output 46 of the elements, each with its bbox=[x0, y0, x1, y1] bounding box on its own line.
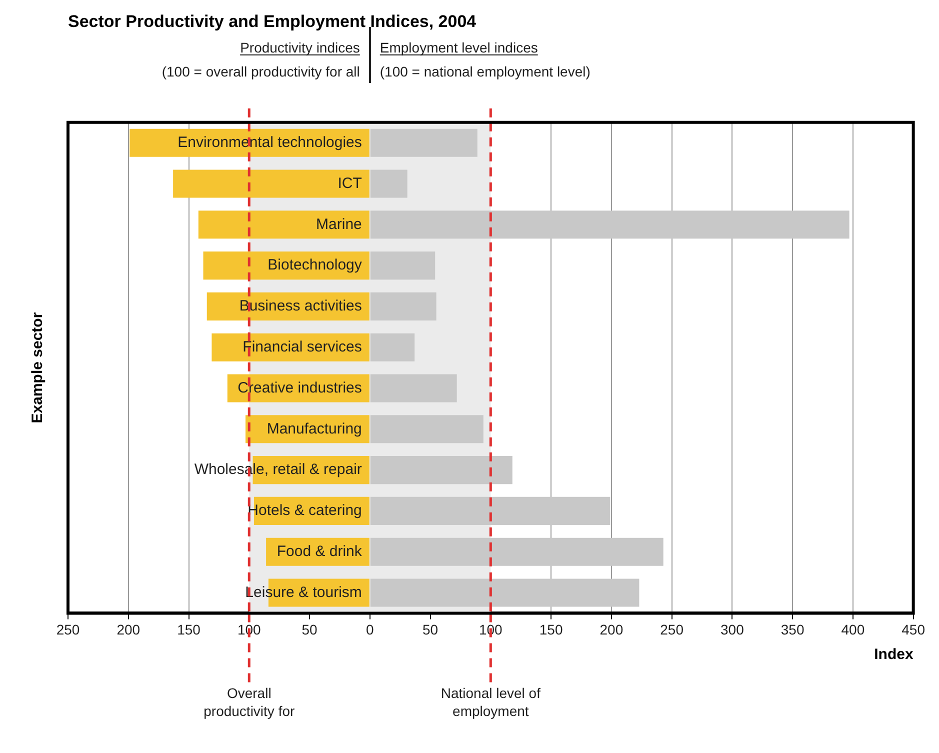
bar bbox=[370, 374, 457, 402]
bar bbox=[370, 578, 640, 607]
y-tick-label: Creative industries bbox=[238, 379, 362, 396]
x-tick-label: 100 bbox=[478, 621, 503, 638]
x-tick-label: 0 bbox=[366, 621, 374, 638]
x-tick-label: 350 bbox=[780, 621, 804, 638]
bar bbox=[370, 210, 850, 239]
y-tick-label: Marine bbox=[316, 216, 362, 233]
bar bbox=[370, 333, 415, 362]
y-tick-label: Environmental technologies bbox=[178, 134, 362, 151]
y-axis-title: Example sector bbox=[29, 312, 46, 424]
text: (100 = national employment level) bbox=[380, 63, 590, 80]
bar bbox=[370, 170, 408, 198]
text: Productivity indices bbox=[240, 39, 360, 56]
x-tick-label: 150 bbox=[177, 621, 201, 638]
bar bbox=[370, 128, 478, 157]
x-tick-label: 50 bbox=[422, 621, 438, 638]
bar bbox=[198, 210, 370, 239]
x-tick-label: 200 bbox=[600, 621, 624, 638]
bar bbox=[370, 292, 436, 320]
x-tick-label: 400 bbox=[841, 621, 865, 638]
x-tick-label: 250 bbox=[660, 621, 684, 638]
x-tick-label: 150 bbox=[539, 621, 563, 638]
bar bbox=[370, 456, 512, 484]
x-tick-label: 250 bbox=[56, 621, 80, 638]
x-tick-label: 50 bbox=[302, 621, 318, 638]
bar bbox=[173, 170, 370, 198]
bar bbox=[370, 496, 610, 525]
y-tick-label: ICT bbox=[338, 174, 362, 192]
bar bbox=[370, 538, 664, 566]
y-tick-label: Financial services bbox=[242, 338, 362, 356]
bar bbox=[370, 252, 436, 280]
y-tick-label: Biotechnology bbox=[268, 256, 362, 274]
x-tick-label: 100 bbox=[237, 621, 262, 638]
chart-title: Sector Productivity and Employment Indices, 2004 bbox=[68, 12, 477, 31]
x-axis-title: Index bbox=[874, 646, 914, 664]
text: (100 = overall productivity for all bbox=[162, 63, 360, 80]
bar bbox=[370, 415, 484, 444]
ref-line-label: Overall productivity for bbox=[204, 685, 295, 720]
ref-line-label: National level of employment bbox=[440, 685, 541, 720]
x-tick-label: 450 bbox=[902, 621, 926, 638]
x-tick-label: 200 bbox=[116, 621, 140, 638]
x-tick-label: 300 bbox=[720, 621, 744, 638]
y-tick-label: Manufacturing bbox=[266, 420, 362, 438]
y-tick-label: Food & drink bbox=[276, 542, 362, 560]
text: Employment level indices bbox=[380, 39, 538, 56]
